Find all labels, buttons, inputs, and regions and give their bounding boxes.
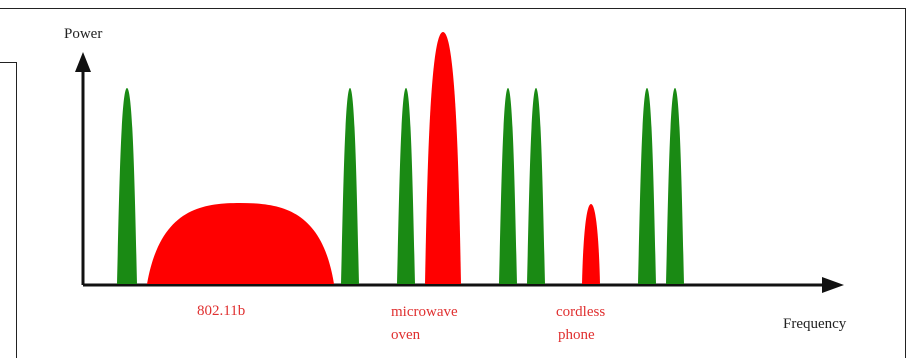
narrowband-peak	[397, 88, 415, 284]
frame-left-border	[16, 62, 17, 358]
y-axis-arrow-icon	[75, 52, 91, 72]
narrowband-peak	[666, 88, 684, 284]
label-microwave-line1: microwave	[391, 304, 458, 320]
y-axis-label: Power	[64, 26, 102, 42]
label-cordless-line2: phone	[558, 327, 595, 343]
frame-top-border	[0, 8, 906, 9]
label-802-11b: 802.11b	[197, 303, 245, 319]
narrowband-peak	[117, 88, 137, 284]
signal-cordless-phone	[582, 204, 600, 284]
x-axis-label: Frequency	[783, 316, 847, 332]
narrowband-peak	[638, 88, 656, 284]
signal-microwave-oven	[425, 32, 461, 284]
narrowband-peak	[341, 88, 359, 284]
label-cordless-line1: cordless	[556, 304, 605, 320]
frame-right-border	[905, 8, 906, 358]
label-microwave-line2: oven	[391, 327, 421, 343]
frame-left-tick	[0, 62, 17, 63]
x-axis-arrow-icon	[822, 277, 844, 293]
narrowband-peak	[527, 88, 545, 284]
signal-802-11b	[147, 203, 334, 284]
narrowband-peak	[499, 88, 517, 284]
